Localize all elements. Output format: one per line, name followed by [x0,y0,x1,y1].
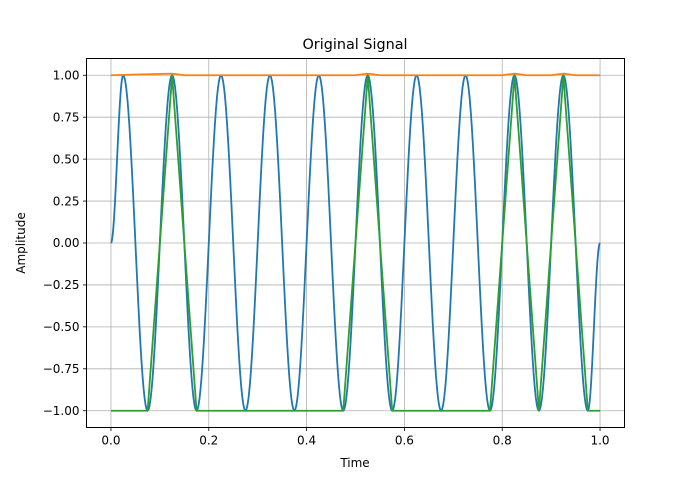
y-tick-label: −1.00 [43,404,80,418]
y-tick-label: 0.25 [53,194,80,208]
y-tick-label: 0.75 [53,110,80,124]
x-tick-label: 0.0 [101,434,120,448]
y-tick-label: 0.00 [53,236,80,250]
y-tick-label: −0.50 [43,320,80,334]
x-tick-label: 1.0 [590,434,609,448]
x-axis-label: Time [339,456,369,470]
y-axis-label: Amplitude [14,212,28,274]
chart-title: Original Signal [302,37,407,53]
y-tick-label: 1.00 [53,68,80,82]
x-tick-label: 0.6 [395,434,414,448]
y-tick-label: 0.50 [53,152,80,166]
series-line-3 [110,74,601,412]
y-axis: −1.00 −0.75 −0.50 −0.25 0.00 0.25 0.50 0.75 1.00 [43,68,87,418]
x-tick-label: 0.8 [493,434,512,448]
y-tick-label: −0.75 [43,362,80,376]
series-line-2 [110,72,601,77]
x-axis: 0.0 0.2 0.4 0.6 0.8 1.0 [101,427,610,448]
x-tick-label: 0.2 [199,434,218,448]
series-layer [110,72,601,412]
x-tick-label: 0.4 [297,434,316,448]
y-tick-label: −0.25 [43,278,80,292]
